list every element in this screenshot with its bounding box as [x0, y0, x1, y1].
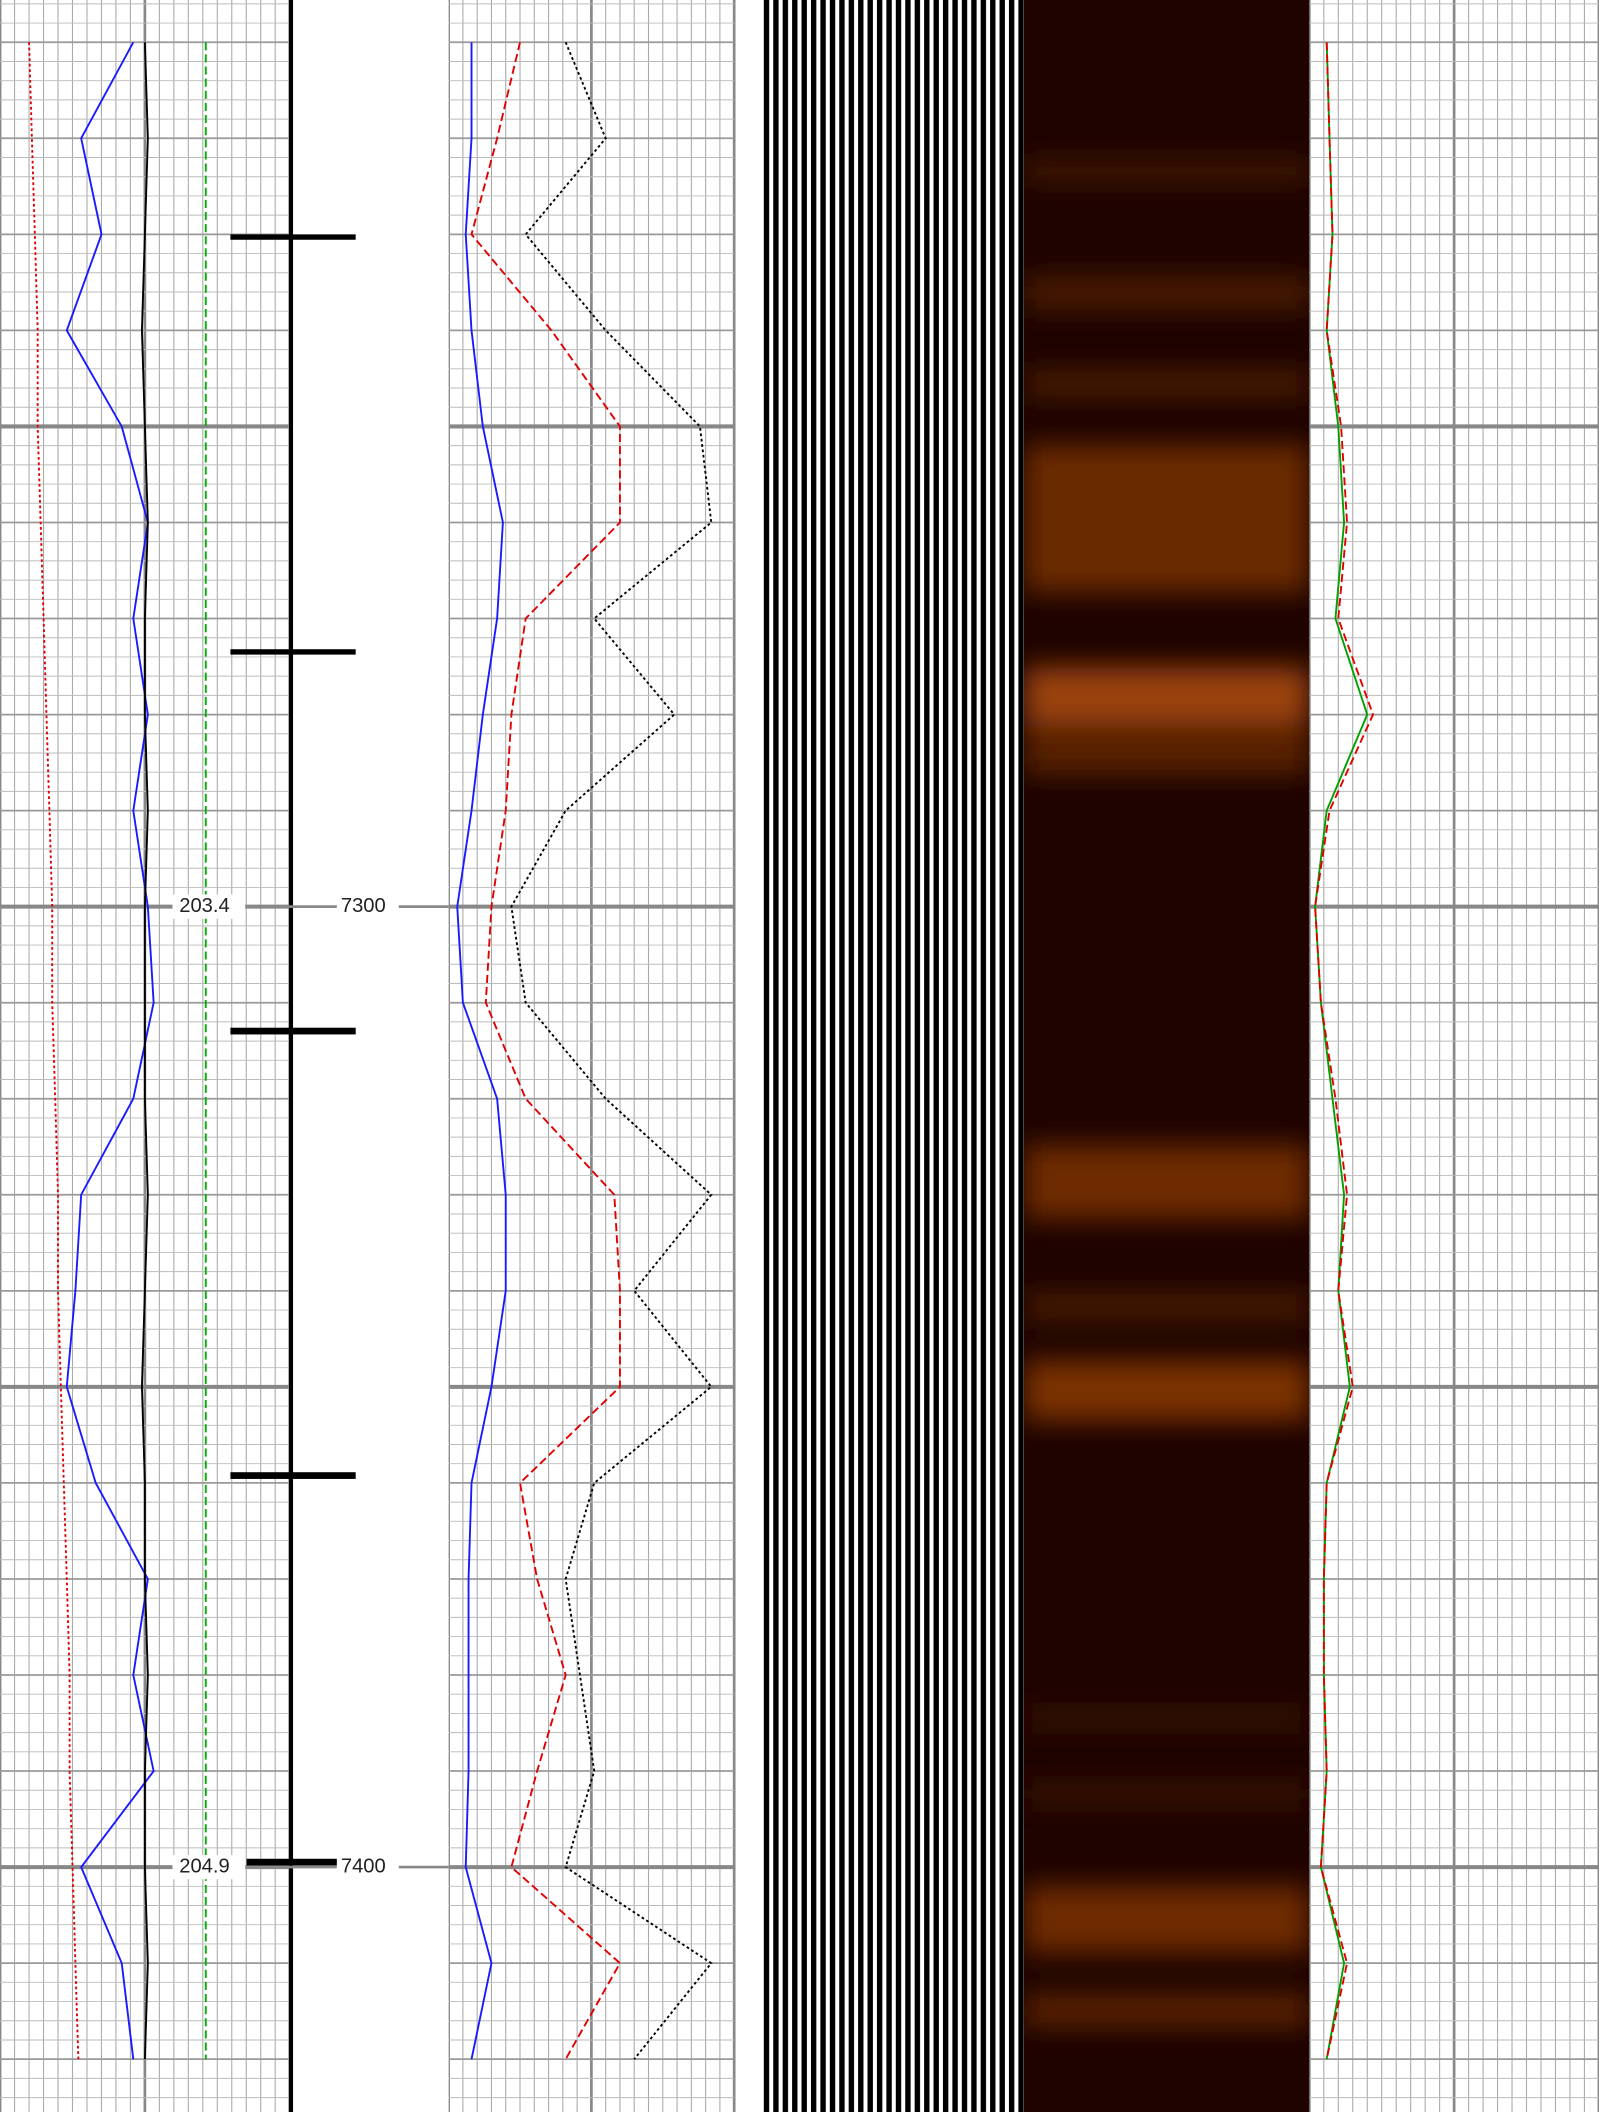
log-curve: [140, 42, 149, 2060]
log-curve: [28, 42, 80, 2060]
depth-track: [289, 0, 449, 2112]
label-background: [172, 1854, 246, 1880]
depth-label: 7300: [341, 895, 386, 917]
image-background: [1023, 0, 1310, 2112]
depth-markers: [230, 234, 356, 1866]
log-curve: [510, 41, 713, 2060]
log-curve: [65, 41, 155, 2060]
curves: [28, 41, 1375, 2060]
vdl-image: [762, 0, 1024, 2112]
label-background: [336, 1854, 399, 1880]
curve-value: 204.9: [179, 1855, 230, 1877]
log-curve: [470, 42, 622, 2060]
labels: 7300 203.4 7400 204.9: [161, 894, 449, 1880]
depth-label: 7400: [341, 1855, 386, 1877]
label-background: [172, 894, 246, 919]
image-track: [1023, 0, 1310, 2112]
log-curve: [456, 42, 507, 2060]
curve-value: 203.4: [179, 895, 230, 917]
image-bands: [1023, 161, 1310, 2028]
log-curve: [1314, 42, 1369, 2060]
label-background: [336, 894, 399, 919]
